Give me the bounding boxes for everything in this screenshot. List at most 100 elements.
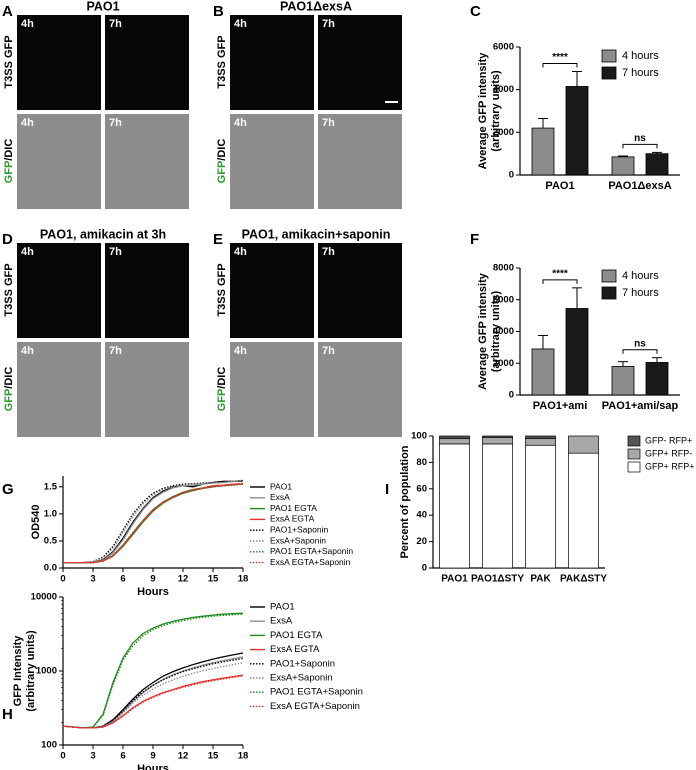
y-tick-label: 6000 [493, 294, 514, 305]
y-tick-label: 1.5 [44, 481, 58, 492]
x-tick-label: PAO1ΔSTY [471, 574, 524, 585]
bar-segment [482, 435, 513, 438]
legend-label: 4 hours [622, 270, 659, 282]
fluorescence-image [105, 15, 189, 110]
panel-letter: E [213, 231, 223, 248]
dic-image [17, 114, 101, 209]
panel-letter: A [2, 3, 13, 20]
y-tick-label: 80 [416, 457, 427, 468]
dic-image [230, 342, 314, 437]
row-label-dic: /DIC [3, 139, 15, 161]
y-tick-label: 0.5 [44, 535, 58, 546]
x-tick-label: 12 [178, 751, 189, 762]
significance-label: ns [634, 338, 646, 349]
fluorescence-image [318, 15, 402, 110]
legend-label: ExsA [270, 616, 293, 627]
series-line [63, 480, 243, 564]
row-label: GFP/DIC [216, 367, 228, 412]
x-tick-label: PAO1 [545, 180, 574, 192]
series-line [63, 480, 244, 564]
significance-label: **** [552, 268, 568, 279]
legend-label: ExsA+Saponin [270, 673, 333, 684]
x-tick-label: PAO1+ami/sap [602, 400, 679, 412]
bar-segment [482, 436, 513, 445]
dic-image [17, 342, 101, 437]
y-tick-label: 0 [509, 170, 514, 181]
y-axis-label: Average GFP intensity [477, 272, 489, 390]
legend-label: PAO1 EGTA [270, 630, 323, 641]
significance-label: **** [552, 52, 568, 63]
row-label: T3SS GFP [216, 35, 228, 88]
legend-label: PAO1 EGTA+Saponin [270, 687, 363, 698]
time-label: 7h [109, 246, 122, 258]
x-tick-label: PAK [530, 574, 551, 585]
row-label-dic: /DIC [3, 367, 15, 389]
fluorescence-image [230, 243, 314, 338]
row-label: GFP/DIC [3, 367, 15, 412]
legend-label: ExsA EGTA+Saponin [270, 557, 351, 567]
bar [531, 127, 555, 176]
time-label: 4h [21, 18, 34, 30]
legend-swatch [627, 461, 641, 473]
row-label-gfp: GFP [3, 389, 15, 412]
time-label: 7h [109, 18, 122, 30]
y-tick-label: 6000 [493, 42, 514, 53]
bar-segment [439, 443, 470, 569]
y-axis-label: Percent of population [399, 445, 411, 558]
panel-title: PAO1ΔexsA [280, 0, 352, 13]
legend-label: 4 hours [622, 50, 659, 62]
significance-bracket [542, 279, 578, 284]
y-axis-label: OD540 [30, 505, 42, 540]
y-tick-label: 40 [416, 510, 427, 521]
legend-label: PAO1 [270, 481, 292, 491]
row-label: T3SS GFP [3, 263, 15, 316]
time-label: 7h [322, 345, 335, 357]
x-tick-label: 15 [208, 574, 219, 585]
panel-letter: C [470, 3, 481, 20]
fluorescence-image [105, 243, 189, 338]
x-tick-label: PAO1+ami [533, 400, 588, 412]
legend-swatch [601, 66, 617, 80]
bar [531, 348, 555, 396]
y-tick-label: 100 [411, 431, 427, 442]
legend-label: ExsA+Saponin [270, 535, 326, 545]
time-label: 4h [234, 18, 247, 30]
y-tick-label: 60 [416, 483, 427, 494]
series-line [63, 483, 244, 564]
fluorescence-image [318, 243, 402, 338]
dic-image [105, 114, 189, 209]
y-axis-label: (arbitrary units) [490, 70, 502, 152]
legend-label: ExsA EGTA [270, 514, 315, 524]
y-tick-label: 1000 [36, 666, 57, 677]
legend-label: GFP+ RFP- [645, 448, 692, 458]
x-tick-label: 3 [90, 751, 95, 762]
x-tick-label: 12 [178, 574, 189, 585]
series-line [63, 479, 244, 564]
y-tick-label: 20 [416, 536, 427, 547]
bar-segment [525, 444, 556, 569]
fluorescence-image [17, 15, 101, 110]
time-label: 4h [21, 117, 34, 129]
y-tick-label: 4000 [493, 84, 514, 95]
series-line [63, 483, 244, 564]
dic-image [318, 342, 402, 437]
panel-title: PAO1, amikacin at 3h [40, 227, 166, 241]
legend-label: ExsA [270, 492, 290, 502]
x-tick-label: 18 [238, 574, 249, 585]
time-label: 7h [109, 117, 122, 129]
legend-label: PAO1 EGTA [270, 503, 317, 513]
x-tick-label: 6 [120, 751, 125, 762]
row-label: T3SS GFP [3, 35, 15, 88]
row-label: GFP/DIC [216, 139, 228, 184]
x-tick-label: 3 [90, 574, 95, 585]
panel-title: PAO1, amikacin+saponin [242, 227, 391, 241]
row-label-gfp: GFP [216, 389, 228, 412]
significance-bracket [622, 349, 658, 354]
legend-label: ExsA EGTA+Saponin [270, 701, 360, 712]
fluorescence-image [17, 243, 101, 338]
panel-letter: B [213, 3, 224, 20]
bar-segment [568, 435, 599, 454]
bar-segment [439, 435, 470, 439]
x-tick-label: 9 [150, 574, 155, 585]
